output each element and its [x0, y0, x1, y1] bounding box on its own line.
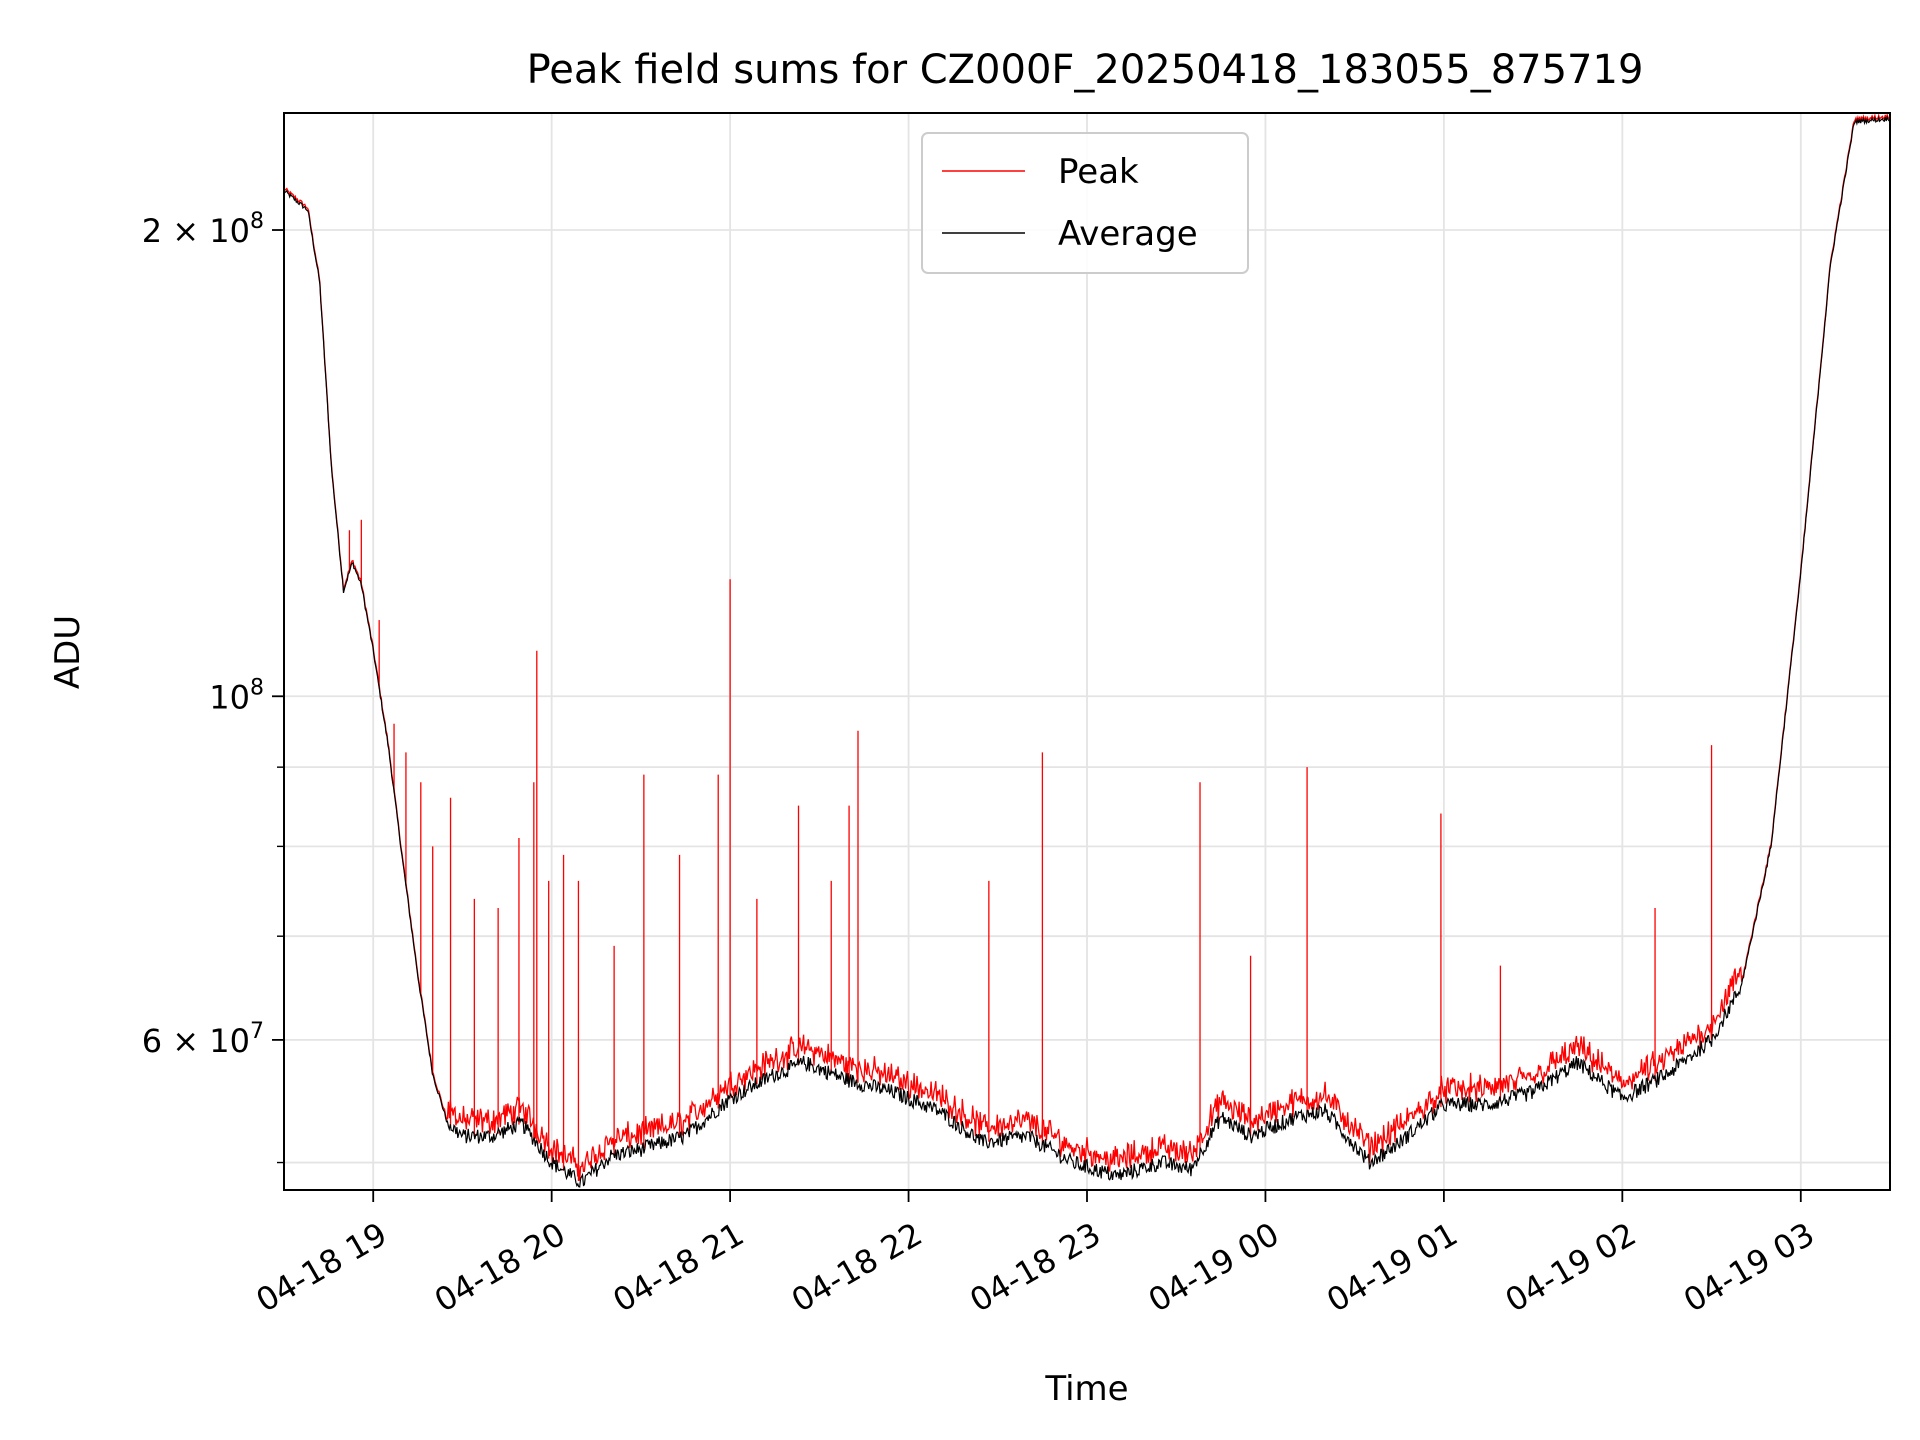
- peak-spikes: [348, 519, 1713, 1181]
- legend: Peak Average: [921, 132, 1249, 274]
- y-tick-label-1: 108: [209, 675, 264, 716]
- legend-box: [921, 132, 1249, 274]
- series-layer: [284, 113, 1890, 1188]
- legend-label-peak: Peak: [1058, 152, 1139, 192]
- y-tick-label-0: 2 × 108: [142, 209, 264, 250]
- y-axis-label: ADU: [48, 615, 88, 689]
- chart-title: Peak field sums for CZ000F_20250418_1830…: [527, 47, 1644, 93]
- series-peak-line: [284, 113, 1890, 1181]
- series-average-line: [284, 115, 1890, 1188]
- legend-label-average: Average: [1058, 214, 1198, 254]
- y-tick-label-2: 6 × 107: [142, 1019, 264, 1060]
- x-axis-label: Time: [1044, 1369, 1128, 1409]
